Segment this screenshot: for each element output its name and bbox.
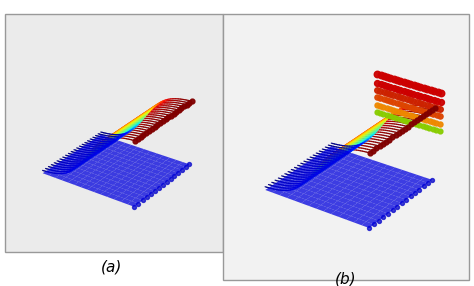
Text: (b): (b) — [335, 271, 357, 286]
Text: (a): (a) — [100, 260, 122, 275]
